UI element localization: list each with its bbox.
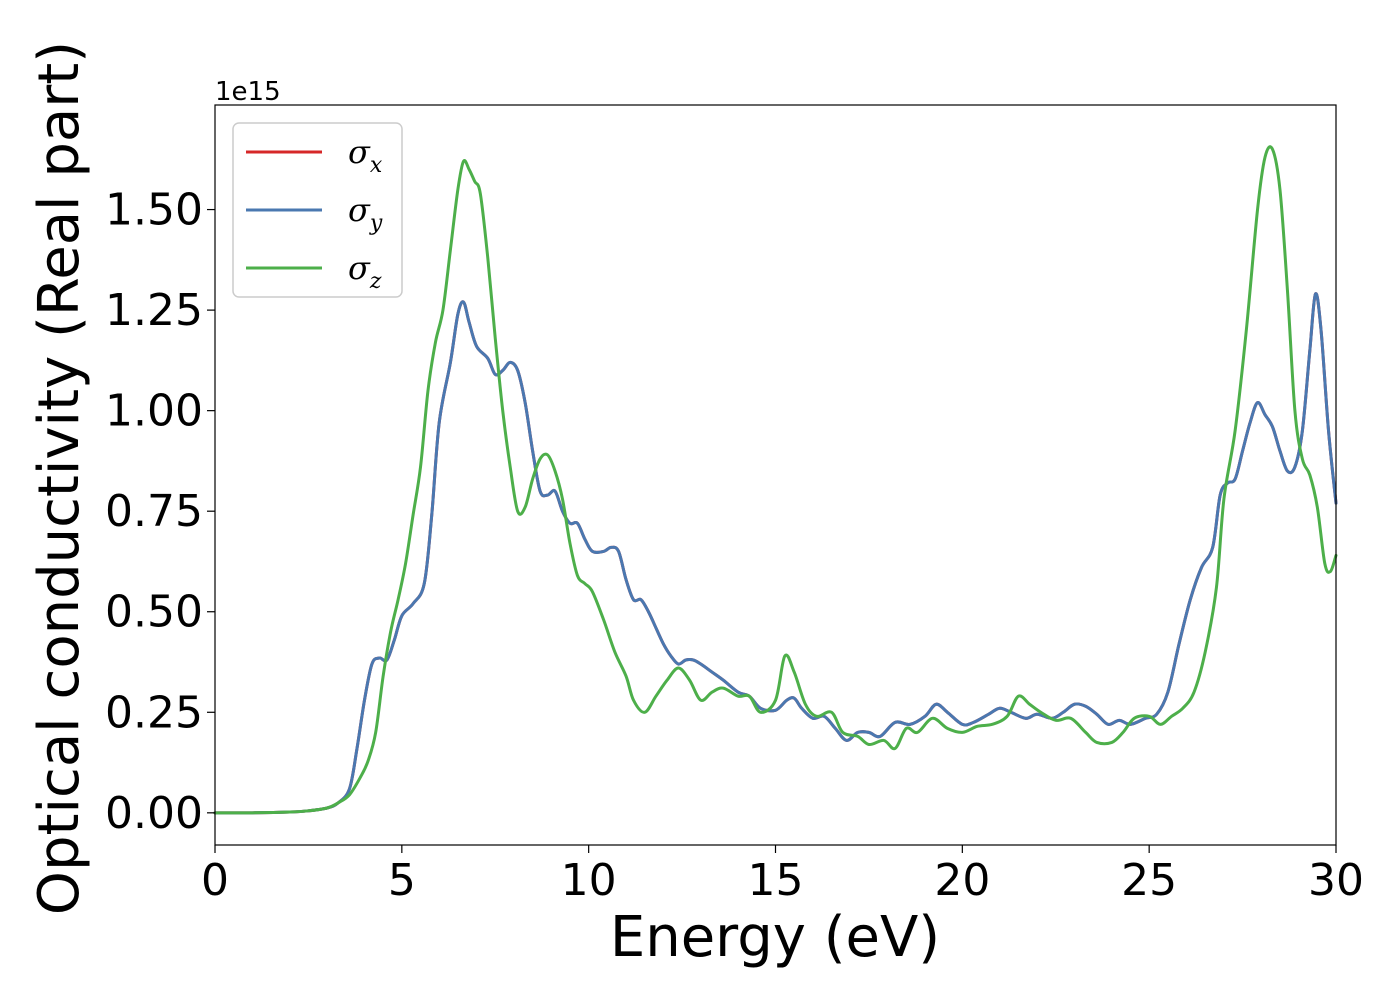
y-tick-label: 1.25	[105, 285, 203, 336]
legend-label-z: σz	[348, 249, 382, 294]
y-axis-ticks: 0.00 0.25 0.50 0.75 1.00 1.25 1.50	[105, 185, 215, 839]
series-line-z	[213, 145, 1338, 815]
legend-label-x: σx	[348, 133, 383, 178]
y-tick-label: 0.25	[105, 687, 203, 738]
y-tick-label: 1.00	[105, 386, 203, 437]
x-tick-label: 5	[388, 855, 416, 906]
x-tick-label: 0	[201, 855, 229, 906]
legend-label-y: σy	[348, 191, 383, 236]
x-axis-label: Energy (eV)	[610, 905, 940, 970]
x-axis-ticks: 0 5 10 15 20 25 30	[201, 845, 1364, 906]
x-tick-label: 20	[934, 855, 990, 906]
y-tick-label: 1.50	[105, 185, 203, 236]
x-tick-label: 15	[748, 855, 804, 906]
y-offset-label: 1e15	[215, 77, 281, 107]
x-tick-label: 25	[1121, 855, 1177, 906]
y-tick-label: 0.50	[105, 587, 203, 638]
y-tick-label: 0.75	[105, 486, 203, 537]
series-layer	[213, 145, 1338, 815]
x-tick-label: 10	[561, 855, 617, 906]
y-tick-label: 0.00	[105, 788, 203, 839]
series-line-y	[213, 292, 1338, 815]
legend: σx σy σz	[232, 122, 403, 298]
x-tick-label: 30	[1308, 855, 1364, 906]
y-axis-label: Optical conductivity (Real part)	[27, 41, 92, 915]
